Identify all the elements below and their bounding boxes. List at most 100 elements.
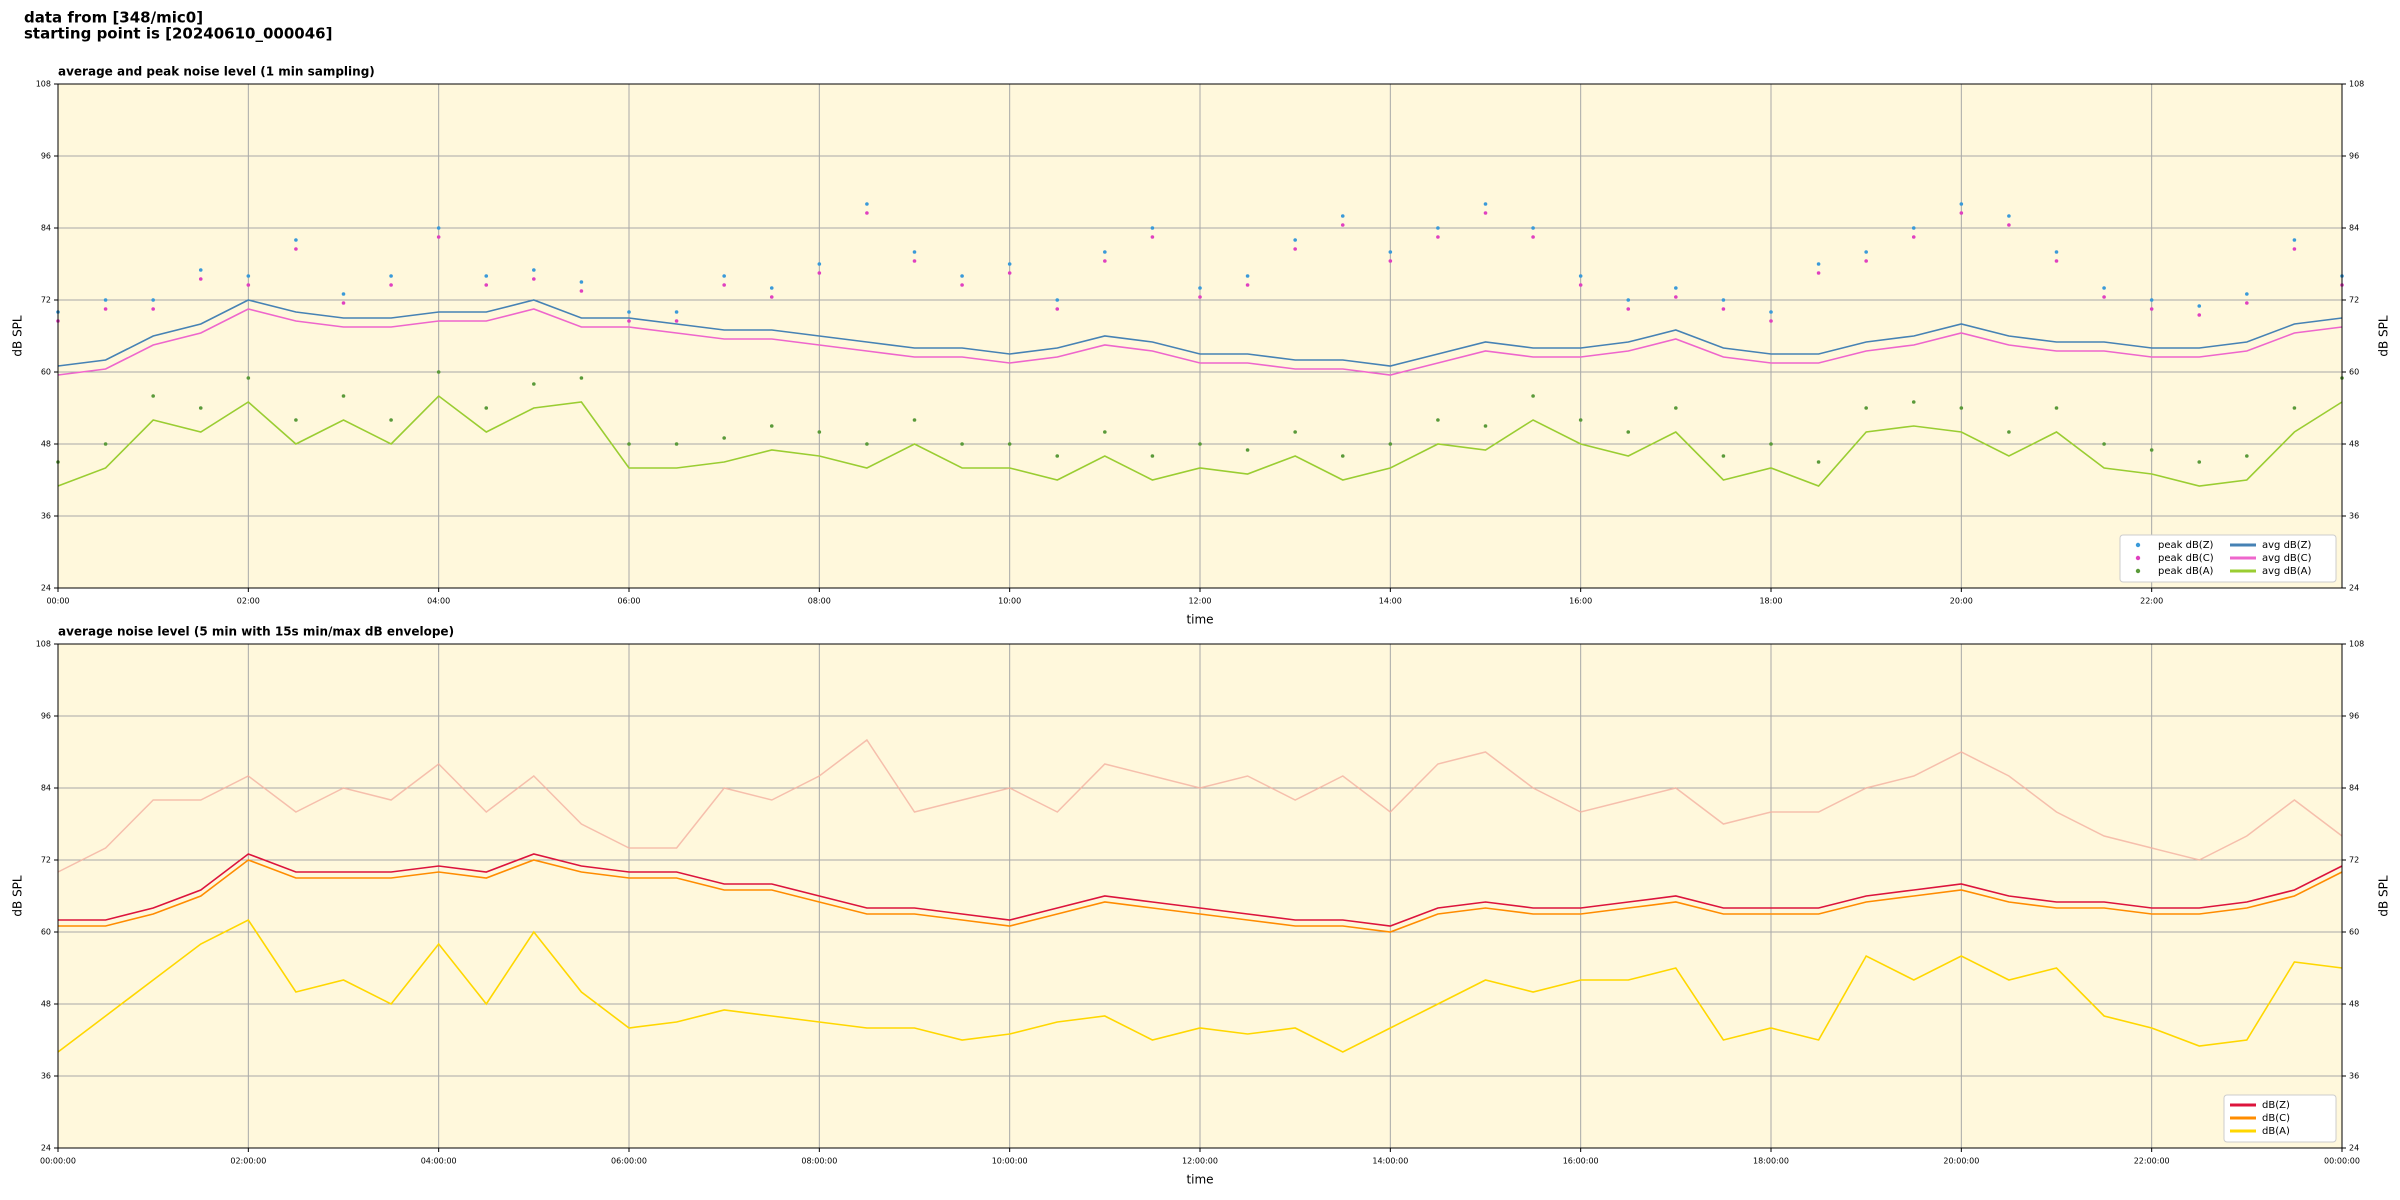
legend-label: peak dB(Z): [2158, 540, 2214, 551]
peak-point: [2197, 313, 2202, 317]
peak-point: [1103, 430, 1107, 434]
y-tick-label: 108: [2349, 80, 2364, 89]
peak-point: [865, 202, 869, 206]
x-tick-label: 02:00:00: [230, 1157, 266, 1166]
peak-point: [1055, 454, 1060, 458]
peak-point: [817, 262, 822, 266]
peak-point: [1198, 442, 1202, 446]
peak-point: [1388, 250, 1393, 254]
peak-point: [1007, 271, 1012, 275]
peak-point: [1340, 223, 1345, 227]
peak-point: [198, 406, 203, 410]
peak-point: [389, 274, 393, 278]
peak-point: [1436, 418, 1440, 422]
y-axis-label: dB SPL: [2377, 315, 2391, 357]
y-tick-label: 36: [2349, 512, 2359, 521]
peak-point: [2245, 454, 2249, 458]
y-tick-label: 96: [41, 712, 51, 721]
peak-point: [912, 250, 917, 254]
y-tick-label: 96: [41, 152, 51, 161]
peak-point: [1816, 262, 1821, 266]
x-tick-label: 00:00:00: [2324, 1157, 2360, 1166]
legend-box: [2119, 534, 2337, 583]
peak-point: [2292, 238, 2297, 242]
legend-label: avg dB(C): [2262, 553, 2312, 564]
peak-point: [1911, 226, 1916, 230]
peak-point: [2007, 223, 2011, 227]
peak-point: [1150, 454, 1155, 458]
series-line: [57, 299, 2343, 367]
peak-point: [1340, 454, 1345, 458]
peak-point: [579, 376, 584, 380]
legend-label: dB(C): [2262, 1113, 2290, 1124]
peak-point: [2292, 247, 2297, 251]
peak-point: [1578, 418, 1583, 422]
peak-point: [1483, 211, 1488, 215]
peak-point: [1103, 259, 1107, 263]
peak-point: [1150, 235, 1155, 239]
y-axis-label: dB SPL: [11, 315, 25, 357]
peak-point: [1626, 307, 1631, 311]
y-tick-label: 60: [41, 928, 51, 937]
y-tick-label: 84: [41, 784, 51, 793]
peak-point: [1436, 226, 1440, 230]
y-tick-label: 84: [2349, 224, 2359, 233]
y-tick-label: 48: [2349, 1000, 2359, 1009]
peak-point: [2102, 295, 2106, 299]
x-tick-label: 18:00: [1759, 597, 1782, 606]
x-tick-label: 12:00: [1188, 597, 1211, 606]
y-tick-label: 60: [2349, 368, 2359, 377]
envelope: [57, 738, 2343, 873]
peak-point: [1769, 442, 1773, 446]
x-tick-label: 12:00:00: [1182, 1157, 1218, 1166]
x-tick-label: 22:00:00: [2134, 1157, 2170, 1166]
peak-point: [2245, 292, 2249, 296]
peak-point: [865, 211, 869, 215]
x-tick-label: 06:00: [617, 597, 640, 606]
peak-point: [1721, 307, 1726, 311]
peak-point: [674, 319, 679, 323]
peak-point: [2102, 442, 2106, 446]
peak-point: [1864, 250, 1868, 254]
peak-point: [1388, 259, 1393, 263]
peak-point: [151, 307, 155, 311]
peak-point: [2054, 259, 2059, 263]
peak-point: [1245, 283, 1250, 287]
peak-point: [246, 283, 251, 287]
peak-point: [1293, 430, 1297, 434]
y-tick-label: 72: [2349, 296, 2359, 305]
peak-point: [1198, 295, 1202, 299]
peak-point: [1721, 454, 1726, 458]
peak-point: [1531, 235, 1535, 239]
peak-point: [103, 442, 108, 446]
x-tick-label: 06:00:00: [611, 1157, 647, 1166]
y-tick-label: 36: [41, 1072, 51, 1081]
peak-point: [1007, 442, 1012, 446]
peak-point: [2292, 406, 2297, 410]
y-tick-label: 72: [41, 296, 51, 305]
peak-point: [1816, 271, 1821, 275]
series-line: [57, 394, 2343, 487]
legend-label: peak dB(C): [2158, 553, 2214, 564]
legend-label: peak dB(A): [2158, 566, 2214, 577]
panel-title: average and peak noise level (1 min samp…: [58, 65, 375, 79]
series-line: [58, 859, 2343, 933]
peak-point: [1578, 274, 1583, 278]
peak-point: [960, 283, 964, 287]
x-tick-label: 02:00: [237, 597, 260, 606]
legend-swatch: [2135, 568, 2141, 574]
peak-point: [1674, 406, 1678, 410]
x-tick-label: 04:00:00: [421, 1157, 457, 1166]
y-tick-label: 108: [36, 80, 51, 89]
y-tick-label: 96: [2349, 712, 2359, 721]
peak-point: [1293, 247, 1297, 251]
peak-point: [960, 442, 964, 446]
peak-point: [722, 274, 726, 278]
y-tick-label: 48: [41, 1000, 51, 1009]
peak-point: [246, 376, 251, 380]
series-line: [57, 308, 2343, 376]
peak-point: [2007, 430, 2011, 434]
peak-point: [484, 406, 489, 410]
x-tick-label: 10:00:00: [992, 1157, 1028, 1166]
